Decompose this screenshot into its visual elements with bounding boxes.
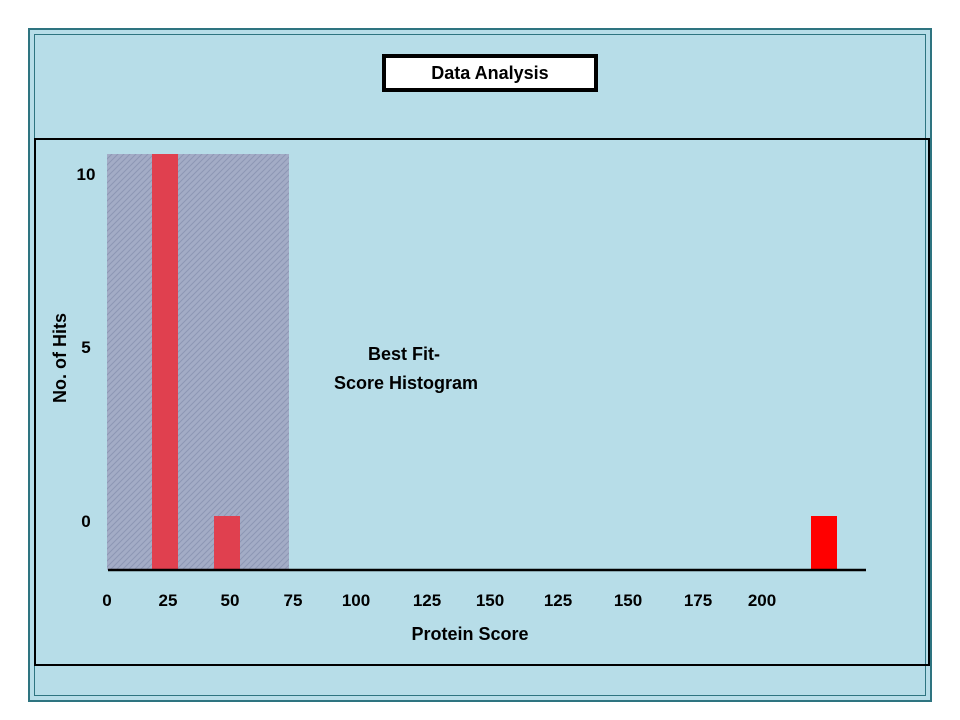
title-box: Data Analysis <box>382 54 598 92</box>
x-tick-label-6: 150 <box>476 591 504 610</box>
slide-background: Data Analysis 0 25 50 75 100 125 150 125 150 175 2… <box>28 28 932 702</box>
x-tick-label-3: 75 <box>284 591 303 610</box>
histogram-bar-2 <box>214 516 240 570</box>
x-tick-label-9: 175 <box>684 591 712 610</box>
histogram-bar-3 <box>811 516 837 570</box>
x-tick-label-8: 150 <box>614 591 642 610</box>
x-tick-label-0: 0 <box>102 591 111 610</box>
y-tick-label-0: 0 <box>81 512 90 531</box>
x-tick-label-1: 25 <box>159 591 178 610</box>
shaded-region <box>107 154 289 570</box>
x-tick-label-10: 200 <box>748 591 776 610</box>
histogram-bar-1 <box>152 154 178 570</box>
x-tick-label-4: 100 <box>342 591 370 610</box>
x-tick-label-2: 50 <box>221 591 240 610</box>
x-axis-title: Protein Score <box>411 624 528 644</box>
y-axis-title: No. of Hits <box>50 313 70 403</box>
page-title: Data Analysis <box>431 62 549 83</box>
annotation-line-2: Score Histogram <box>334 373 478 393</box>
annotation-line-1: Best Fit- <box>368 344 440 364</box>
chart-frame: 0 25 50 75 100 125 150 125 150 175 200 10 5 0 Protei… <box>34 138 930 666</box>
x-tick-label-5: 125 <box>413 591 441 610</box>
y-tick-label-10: 10 <box>77 165 96 184</box>
x-tick-label-7: 125 <box>544 591 572 610</box>
y-tick-label-5: 5 <box>81 338 90 357</box>
